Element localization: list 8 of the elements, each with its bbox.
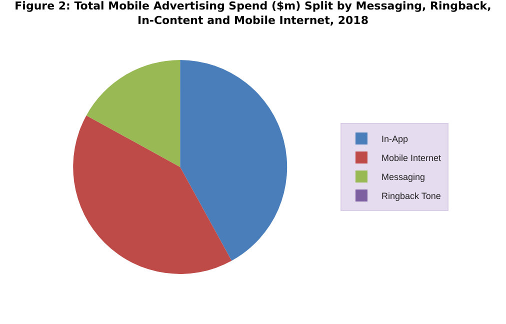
legend-label: Mobile Internet [381,153,442,164]
legend-label: Ringback Tone [381,191,441,202]
pie-slice [86,60,180,167]
legend-label: In-App [381,134,408,144]
pie-slice [73,115,232,274]
pie-slice [180,60,287,261]
legend-label: Messaging [381,172,426,182]
chart-title: Figure 2: Total Mobile Advertising Spend ($m) Split by Messaging, Ringback, In-Content and Mobile Internet, 2018 [14,0,492,28]
